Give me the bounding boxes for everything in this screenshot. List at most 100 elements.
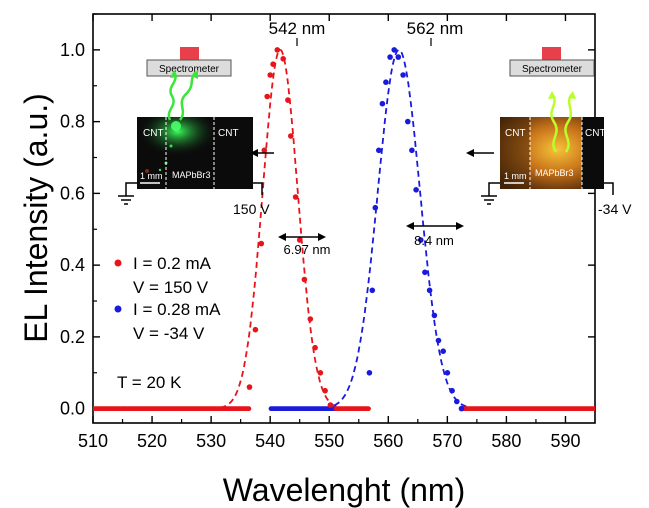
- material-label: MAPbBr3: [535, 168, 574, 178]
- fwhm-label-red: 6.97 nm: [284, 242, 331, 257]
- spectrometer-label: Spectrometer: [159, 64, 220, 75]
- x-tick-label: 570: [432, 431, 462, 451]
- data-point-blue: [418, 237, 424, 243]
- fit-curve-blue: [314, 49, 483, 410]
- temperature-label: T = 20 K: [117, 373, 182, 392]
- x-tick-label: 520: [137, 431, 167, 451]
- spectrometer-box: [146, 59, 232, 77]
- baseline-point: [246, 406, 252, 412]
- fwhm-arrow-red: [278, 233, 326, 241]
- data-point-blue: [413, 187, 419, 193]
- emission-wave-icon: [550, 93, 558, 153]
- data-point-red: [246, 384, 253, 390]
- y-tick-label: 1.0: [60, 40, 85, 60]
- inset-device-minus34v: Spectrometer CNT CNT MAPbBr3 1 mm -34 V: [466, 47, 632, 217]
- data-point-blue: [458, 405, 465, 412]
- data-point-blue: [405, 118, 411, 125]
- fit-curve-red: [210, 48, 350, 410]
- x-tick-label: 590: [550, 431, 580, 451]
- data-point-blue: [422, 269, 428, 276]
- data-point-blue: [387, 54, 393, 60]
- axis-ticks: 510 520 530 540 550 560 570 580 590 0.0 0.2 0.4 0.6 0…: [60, 13, 595, 451]
- y-tick-label: 0.0: [60, 399, 85, 419]
- legend-marker-red: [114, 259, 122, 267]
- inset-device-150v: Spectrometer CNT CNT MAPbBr3 1 mm 150 V: [118, 47, 274, 217]
- data-point-red: [267, 72, 274, 78]
- x-axis-label: Wavelenght (nm): [223, 472, 465, 508]
- data-point-blue: [400, 72, 406, 78]
- data-point-red: [296, 237, 303, 243]
- baseline-points: [93, 406, 595, 412]
- data-point-red: [322, 387, 328, 394]
- legend-blue-line2: V = -34 V: [133, 324, 205, 343]
- data-point-blue: [440, 348, 447, 355]
- x-tick-label: 550: [314, 431, 344, 451]
- y-tick-label: 0.2: [60, 327, 85, 347]
- ground-wire: [488, 182, 500, 196]
- data-point-blue: [372, 204, 379, 211]
- bias-voltage-label: -34 V: [598, 201, 632, 217]
- data-point-red: [312, 344, 318, 351]
- data-point-blue: [379, 100, 386, 107]
- spectrometer-head-icon: [180, 47, 199, 60]
- data-point-blue: [454, 398, 460, 405]
- y-tick-label: 0.6: [60, 183, 85, 203]
- data-point-red: [252, 326, 259, 333]
- scale-bar-label: 1 mm: [140, 171, 163, 181]
- x-tick-label: 510: [78, 431, 108, 451]
- x-tick-label: 560: [373, 431, 403, 451]
- bias-voltage-label: 150 V: [233, 201, 270, 217]
- data-point-blue: [449, 387, 455, 394]
- data-point-blue: [431, 312, 438, 319]
- bias-wire: [253, 182, 263, 195]
- data-point-blue: [409, 147, 415, 154]
- data-point-red: [292, 194, 299, 200]
- data-point-red: [280, 56, 287, 62]
- material-label: MAPbBr3: [172, 170, 211, 180]
- cnt-label-right: CNT: [218, 128, 239, 139]
- baseline-point: [366, 406, 371, 412]
- x-tick-label: 540: [255, 431, 285, 451]
- peak-label-562: 562 nm: [407, 19, 464, 38]
- spectrometer-label: Spectrometer: [522, 64, 583, 75]
- gaussian-fits: [210, 48, 483, 410]
- y-axis-label: EL Intensity (a.u.): [18, 93, 54, 343]
- y-tick-label: 0.8: [60, 112, 85, 132]
- y-tick-label: 0.4: [60, 255, 85, 275]
- scale-bar-label: 1 mm: [504, 171, 527, 181]
- data-point-red: [285, 97, 291, 103]
- legend-blue-line1: I = 0.28 mA: [133, 300, 221, 319]
- data-point-red: [270, 61, 276, 67]
- data-point-blue: [444, 370, 451, 376]
- data-point-blue: [369, 287, 376, 294]
- spectrometer-head-icon: [542, 47, 561, 60]
- fwhm-arrow-blue: [406, 222, 464, 230]
- x-tick-label: 580: [491, 431, 521, 451]
- x-tick-label: 530: [196, 431, 226, 451]
- legend-red-line2: V = 150 V: [133, 278, 209, 297]
- cnt-label-left: CNT: [505, 128, 526, 139]
- data-point-red: [264, 93, 271, 100]
- data-points: [246, 47, 465, 412]
- plot-frame: [92, 13, 596, 424]
- baseline-point: [592, 406, 595, 412]
- cnt-label-left: CNT: [143, 128, 164, 139]
- data-point-red: [288, 133, 294, 139]
- data-point-red: [261, 147, 268, 154]
- data-point-blue: [391, 47, 398, 53]
- data-point-red: [317, 370, 324, 376]
- bias-wire: [604, 182, 614, 195]
- emission-wave-icon: [167, 71, 177, 121]
- data-point-blue: [376, 147, 382, 154]
- data-point-blue: [426, 287, 433, 294]
- data-point-red: [307, 316, 314, 322]
- data-point-red: [258, 240, 265, 247]
- peak-label-542: 542 nm: [269, 19, 326, 38]
- ground-wire: [125, 182, 137, 196]
- spectrometer-box: [509, 59, 595, 77]
- data-point-blue: [435, 337, 442, 344]
- cnt-label-right: CNT: [585, 128, 606, 139]
- data-point-blue: [383, 79, 389, 85]
- data-point-blue: [395, 54, 402, 60]
